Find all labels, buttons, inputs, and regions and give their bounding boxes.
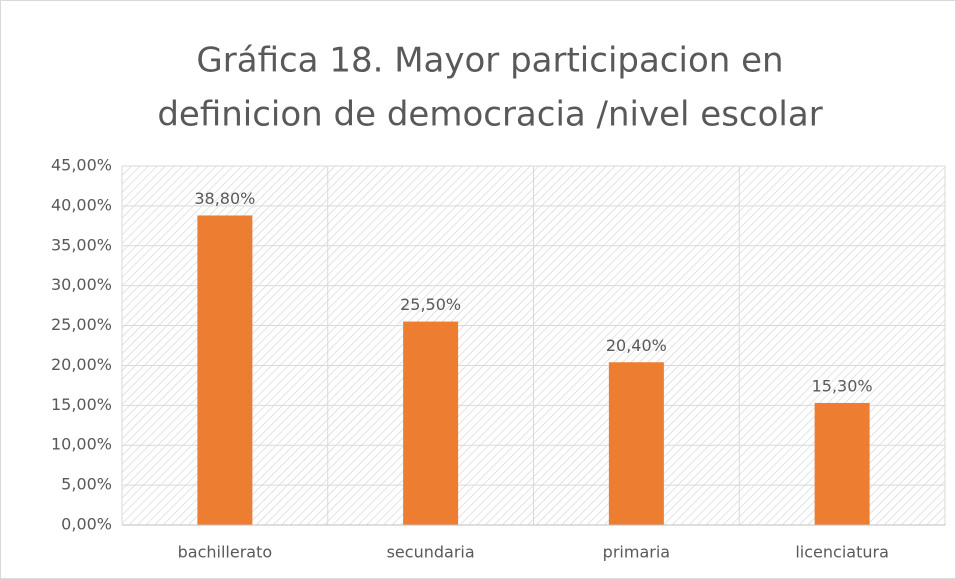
y-tick-label: 25,00% [51, 315, 112, 334]
bar [608, 362, 664, 525]
bar [197, 215, 253, 525]
data-label: 15,30% [812, 376, 873, 395]
data-label: 38,80% [194, 189, 255, 208]
y-tick-label: 10,00% [51, 435, 112, 454]
y-tick-label: 0,00% [61, 515, 112, 534]
y-tick-label: 20,00% [51, 355, 112, 374]
y-tick-label: 30,00% [51, 275, 112, 294]
y-tick-label: 45,00% [51, 156, 112, 175]
data-label: 20,40% [606, 336, 667, 355]
x-tick-label: secundaria [387, 543, 475, 562]
x-tick-label: licenciatura [795, 543, 889, 562]
chart-title: definicion de democracia /nivel escolar [157, 95, 822, 135]
x-tick-label: bachillerato [178, 543, 273, 562]
y-tick-label: 15,00% [51, 395, 112, 414]
chart-title: Gráfica 18. Mayor participacion en [196, 41, 783, 81]
y-tick-label: 5,00% [61, 475, 112, 494]
y-tick-label: 35,00% [51, 235, 112, 254]
x-tick-label: primaria [603, 543, 670, 562]
bar [814, 402, 870, 525]
data-label: 25,50% [400, 295, 461, 314]
bar [403, 321, 459, 525]
y-tick-label: 40,00% [51, 195, 112, 214]
